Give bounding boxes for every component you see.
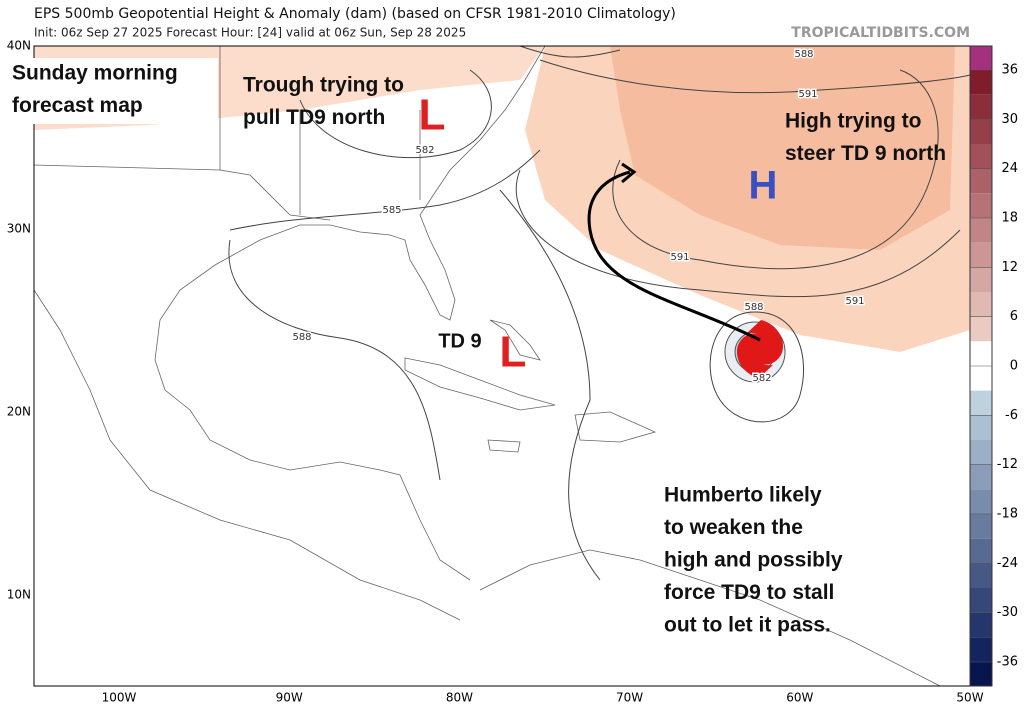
colorbar-label: -30 bbox=[997, 605, 1018, 620]
annotation: out to let it pass. bbox=[664, 614, 831, 637]
contour bbox=[612, 69, 939, 270]
contour-label: 588 bbox=[744, 302, 763, 313]
contour-label: 588 bbox=[794, 49, 813, 60]
hurricane-symbol bbox=[736, 320, 784, 378]
colorbar-segment bbox=[970, 538, 992, 564]
colorbar-label: -6 bbox=[1005, 408, 1018, 423]
colorbar-segment bbox=[970, 563, 992, 588]
colorbar-segment bbox=[970, 292, 992, 317]
pressure-marker: H bbox=[749, 164, 778, 208]
annotation: Sunday morning bbox=[12, 62, 178, 85]
colorbar-label: -18 bbox=[997, 507, 1018, 522]
colorbar-segment bbox=[970, 316, 992, 342]
contour-label: 588 bbox=[292, 332, 311, 343]
colorbar-segment bbox=[970, 464, 992, 490]
contour bbox=[709, 311, 805, 423]
contour bbox=[229, 149, 541, 231]
colorbar-label: -24 bbox=[997, 556, 1018, 571]
lat-label: 20N bbox=[7, 405, 31, 419]
colorbar-label: 6 bbox=[1010, 309, 1018, 324]
lon-label: 60W bbox=[786, 691, 813, 705]
colorbar-segment bbox=[970, 341, 992, 366]
colorbar-segment bbox=[970, 144, 992, 169]
contour bbox=[519, 45, 621, 58]
init-line: Init: 06z Sep 27 2025 Forecast Hour: [24… bbox=[34, 26, 466, 40]
lat-label: 30N bbox=[7, 222, 31, 236]
coastline bbox=[154, 45, 546, 581]
contour-label: 582 bbox=[415, 145, 434, 156]
colorbar-segment bbox=[970, 588, 992, 613]
colorbar-segment bbox=[970, 70, 992, 95]
lat-label: 40N bbox=[7, 39, 31, 53]
contour-label: 591 bbox=[845, 296, 864, 307]
border bbox=[33, 46, 421, 221]
annotation: pull TD9 north bbox=[243, 106, 385, 129]
island bbox=[404, 319, 657, 453]
title: EPS 500mb Geopotential Height & Anomaly … bbox=[34, 6, 676, 22]
contour bbox=[515, 169, 961, 298]
pressure-marker: L bbox=[500, 328, 527, 377]
colorbar-segment bbox=[970, 267, 992, 292]
colorbar-segment bbox=[970, 119, 992, 144]
coastline bbox=[479, 549, 941, 687]
lon-label: 50W bbox=[956, 691, 983, 705]
pressure-marker: L bbox=[419, 91, 446, 140]
arrowhead bbox=[621, 162, 637, 184]
colorbar-segment bbox=[970, 242, 992, 268]
lon-label: 80W bbox=[446, 691, 473, 705]
annotation: steer TD 9 north bbox=[785, 142, 946, 165]
colorbar-label: 30 bbox=[1001, 112, 1018, 127]
colorbar-cap bbox=[970, 662, 992, 686]
annotation: force TD9 to stall bbox=[664, 581, 834, 604]
contour-label: 582 bbox=[752, 373, 771, 384]
site-name: TROPICALTIDBITS.COM bbox=[791, 25, 970, 41]
colorbar-segment bbox=[970, 366, 992, 391]
annotation: High trying to bbox=[785, 110, 921, 133]
anomaly-shading bbox=[610, 46, 955, 250]
colorbar-segment bbox=[970, 218, 992, 243]
coastline bbox=[33, 289, 461, 621]
colorbar-cap bbox=[970, 46, 992, 70]
colorbar-label: 24 bbox=[1001, 161, 1018, 176]
contour bbox=[299, 69, 492, 159]
lat-label: 10N bbox=[7, 588, 31, 602]
colorbar-label: -36 bbox=[997, 655, 1018, 670]
contour-label: 591 bbox=[798, 89, 817, 100]
colorbar-segment bbox=[970, 489, 992, 514]
colorbar-segment bbox=[970, 514, 992, 539]
colorbar-segment bbox=[970, 390, 992, 416]
annotation: to weaken the bbox=[664, 516, 803, 539]
pressure-marker: TD 9 bbox=[438, 330, 481, 352]
lon-label: 100W bbox=[102, 691, 137, 705]
contour-label: 585 bbox=[382, 205, 401, 216]
colorbar-segment bbox=[970, 193, 992, 218]
lon-label: 90W bbox=[276, 691, 303, 705]
colorbar-segment bbox=[970, 637, 992, 662]
colorbar-label: 0 bbox=[1010, 359, 1018, 374]
colorbar-segment bbox=[970, 94, 992, 120]
lon-label: 70W bbox=[616, 691, 643, 705]
contour bbox=[228, 189, 601, 581]
annotation: high and possibly bbox=[664, 549, 843, 572]
annotation: Trough trying to bbox=[243, 74, 404, 97]
colorbar-label: 12 bbox=[1001, 260, 1018, 275]
annotation: Humberto likely bbox=[664, 484, 822, 507]
contour-label: 591 bbox=[670, 252, 689, 263]
colorbar-segment bbox=[970, 612, 992, 638]
colorbar-segment bbox=[970, 415, 992, 440]
annotation: forecast map bbox=[12, 94, 143, 117]
colorbar-segment bbox=[970, 440, 992, 465]
colorbar-label: 36 bbox=[1001, 63, 1018, 78]
colorbar-label: -12 bbox=[997, 457, 1018, 472]
colorbar-segment bbox=[970, 168, 992, 194]
colorbar-label: 18 bbox=[1001, 211, 1018, 226]
map-frame bbox=[0, 45, 971, 687]
contour bbox=[539, 59, 971, 94]
label-box bbox=[0, 58, 218, 124]
arrow bbox=[587, 170, 761, 342]
